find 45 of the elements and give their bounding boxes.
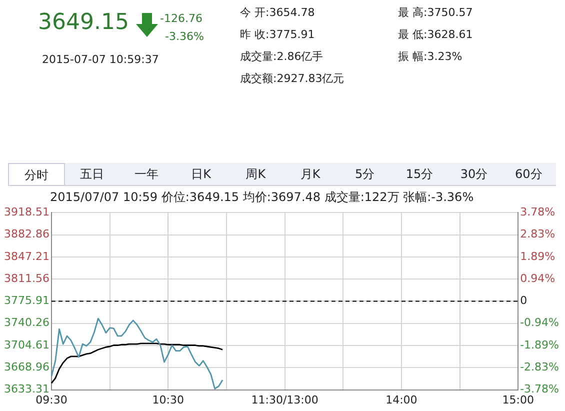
text: 月K [299,166,322,183]
y2-tick-label: 0 [520,294,528,308]
y2-tick-label: 0.94% [520,272,556,286]
text: 成交额:2927.83亿元 [240,71,344,86]
text: 30分 [459,166,489,183]
text: 周K [244,166,267,183]
text: 60分 [514,166,544,183]
text: 5分 [354,166,376,183]
y2-tick-label: 1.89% [520,250,556,263]
y-tick-label: 3882.86 [4,228,50,241]
y2-tick-label: -3.78% [520,382,560,396]
text: 成交量:2.86亿手 [240,49,324,64]
y-tick-label: 3847.21 [4,250,50,263]
y2-tick-label: -1.89% [520,338,560,352]
y-tick-label: 3918.51 [4,205,50,218]
text: -126.76 [160,12,202,25]
y2-tick-label: -0.94% [520,316,560,330]
y-tick-label: 3668.96 [4,360,50,374]
text: 15分 [404,166,434,183]
text: 2015-07-07 10:59:37 [42,53,159,66]
chart-subtitle: 2015/07/07 10:59 价位:3649.15 均价:3697.48 成交量:122万 张幅:-3.36% [50,189,474,206]
x-tick-label: 14:00 [386,393,418,406]
y-tick-label: 3740.26 [4,316,50,330]
text: 五日 [78,166,105,183]
y-tick-label: 3704.61 [4,338,50,352]
y-tick-label: 3775.91 [4,294,50,308]
y2-tick-label: -2.83% [520,360,560,374]
x-tick-label: 09:30 [36,393,68,406]
text: 最 低:3628.61 [398,27,473,42]
y2-tick-label: 3.78% [520,205,556,218]
text: -3.36% [165,30,204,43]
text: 振 幅:3.23% [398,49,462,64]
text: 日K [190,166,212,183]
x-tick-label: 11:30/13:00 [251,393,318,406]
y2-tick-label: 2.83% [520,228,556,241]
text: 今 开:3654.78 [240,5,315,20]
text: 昨 收:3775.91 [240,27,315,42]
y-tick-label: 3811.56 [4,272,50,285]
y-tick-label: 3633.31 [4,382,50,396]
text: 最 高:3750.57 [398,5,473,20]
text: 一年 [133,166,160,183]
text: 3649.15 [38,10,129,35]
text: 分时 [8,163,65,185]
x-tick-label: 10:30 [152,393,184,406]
x-tick-label: 15:00 [502,393,534,406]
